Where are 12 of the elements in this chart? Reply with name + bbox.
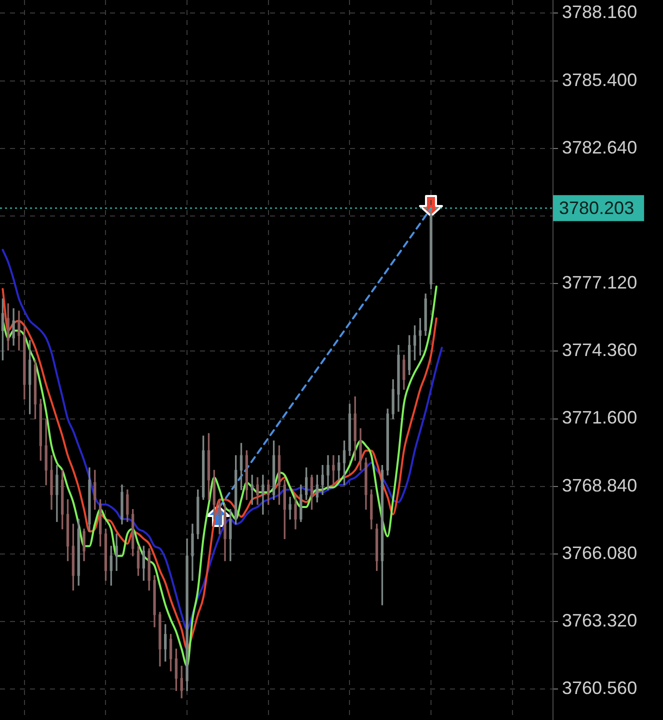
y-tick-label: 3766.080 <box>562 542 638 563</box>
y-tick-label: 3768.840 <box>562 475 638 496</box>
line-series <box>2 248 443 630</box>
y-tick-label: 3782.640 <box>562 137 638 158</box>
y-tick-label: 3760.560 <box>562 678 638 698</box>
y-tick-label: 3777.120 <box>562 272 638 293</box>
ref-line-label: 3780.203 <box>559 198 634 218</box>
y-tick-label: 3774.360 <box>562 340 638 360</box>
y-tick-label: 3763.320 <box>562 610 638 631</box>
y-tick-label: 3788.160 <box>562 2 638 22</box>
y-tick-label: 3785.400 <box>562 70 638 90</box>
y-tick-label: 3771.600 <box>562 408 638 428</box>
